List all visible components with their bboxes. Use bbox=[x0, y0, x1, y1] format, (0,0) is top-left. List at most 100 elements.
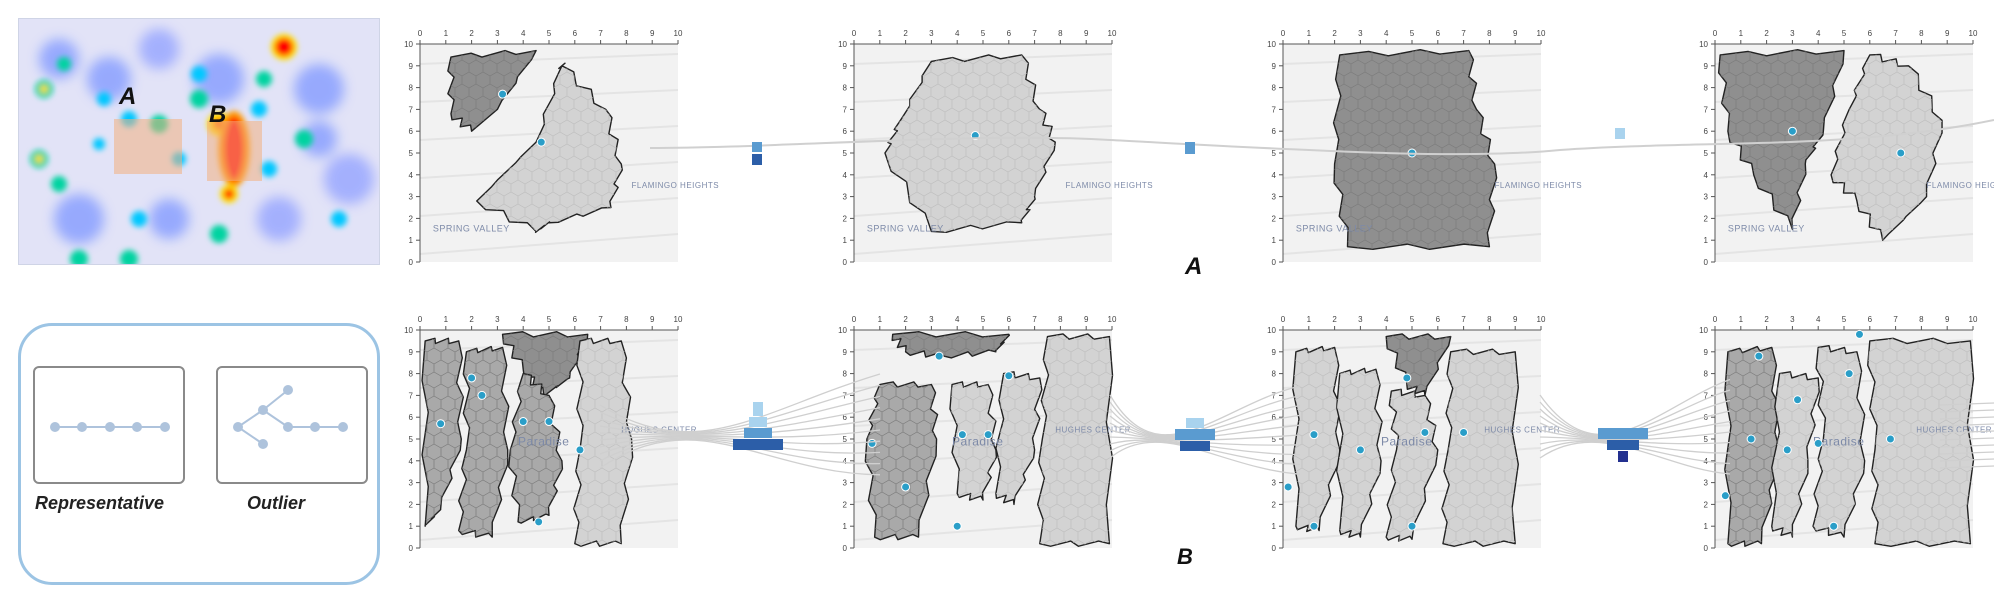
y-tick-label: 8 bbox=[1272, 84, 1277, 93]
centroid-dot bbox=[1355, 445, 1365, 455]
y-tick-label: 8 bbox=[843, 84, 848, 93]
x-tick-label: 9 bbox=[1513, 29, 1518, 38]
y-tick-label: 6 bbox=[843, 413, 848, 422]
y-tick-label: 1 bbox=[1272, 236, 1277, 245]
x-tick-label: 5 bbox=[547, 29, 552, 38]
x-tick-label: 4 bbox=[521, 29, 526, 38]
centroid-dot bbox=[901, 482, 911, 492]
x-tick-label: 5 bbox=[1842, 315, 1847, 324]
y-tick-label: 3 bbox=[843, 479, 848, 488]
y-tick-label: 0 bbox=[1704, 258, 1709, 267]
x-tick-label: 0 bbox=[1281, 315, 1286, 324]
y-tick-label: 4 bbox=[409, 171, 414, 180]
row-a-flow-line bbox=[649, 119, 1994, 156]
row-b-label: B bbox=[1177, 544, 1193, 569]
x-tick-label: 2 bbox=[1764, 29, 1769, 38]
x-tick-label: 6 bbox=[1436, 29, 1441, 38]
row-a-flow-glyph-3 bbox=[1615, 128, 1625, 139]
x-tick-label: 3 bbox=[1790, 315, 1795, 324]
centroid-dot bbox=[498, 89, 508, 99]
x-tick-label: 5 bbox=[1410, 315, 1415, 324]
row-b-flow-bar bbox=[749, 417, 767, 427]
row-b-map-3: 0 0 1 1 2 2 3 3 4 4 5 5 6 6 7 7 8 8 9 9 10 10 Paradise HUGHES C… bbox=[1267, 315, 1560, 553]
row-a-map-2: 0 0 1 1 2 2 3 3 4 4 5 5 6 6 7 7 8 8 9 9 10 10 SPRING VALLEY FLA… bbox=[838, 29, 1153, 267]
y-tick-label: 1 bbox=[409, 522, 414, 531]
y-tick-label: 2 bbox=[1704, 500, 1709, 509]
y-tick-label: 5 bbox=[1272, 435, 1277, 444]
x-tick-label: 0 bbox=[1713, 315, 1718, 324]
x-tick-label: 10 bbox=[1108, 29, 1117, 38]
x-tick-label: 4 bbox=[955, 315, 960, 324]
x-tick-label: 4 bbox=[1816, 315, 1821, 324]
x-tick-label: 0 bbox=[852, 29, 857, 38]
row-a-flow-glyph-2 bbox=[1185, 142, 1195, 154]
x-tick-label: 9 bbox=[1945, 315, 1950, 324]
x-tick-label: 8 bbox=[1487, 315, 1492, 324]
y-tick-label: 3 bbox=[409, 193, 414, 202]
y-tick-label: 3 bbox=[1704, 479, 1709, 488]
x-tick-label: 2 bbox=[903, 29, 908, 38]
x-tick-label: 0 bbox=[1713, 29, 1718, 38]
x-tick-label: 7 bbox=[1461, 29, 1466, 38]
x-tick-label: 5 bbox=[981, 315, 986, 324]
y-tick-label: 0 bbox=[409, 258, 414, 267]
x-tick-label: 8 bbox=[1058, 29, 1063, 38]
y-tick-label: 10 bbox=[404, 40, 413, 49]
place-name: FLAMINGO HEIGHTS bbox=[632, 181, 720, 190]
x-tick-label: 0 bbox=[1281, 29, 1286, 38]
x-tick-label: 2 bbox=[1764, 315, 1769, 324]
x-tick-label: 2 bbox=[469, 315, 474, 324]
x-tick-label: 2 bbox=[469, 29, 474, 38]
centroid-dot bbox=[957, 430, 967, 440]
centroid-dot bbox=[1004, 371, 1014, 381]
y-tick-label: 10 bbox=[1699, 40, 1708, 49]
row-b-flow-bar bbox=[1186, 418, 1204, 428]
x-tick-label: 6 bbox=[1868, 29, 1873, 38]
x-tick-label: 7 bbox=[1461, 315, 1466, 324]
x-tick-label: 9 bbox=[1084, 315, 1089, 324]
x-tick-label: 7 bbox=[1893, 29, 1898, 38]
row-b-flow-bar bbox=[1180, 441, 1210, 451]
row-b-flow-bar bbox=[733, 439, 783, 450]
centroid-dot bbox=[518, 417, 528, 427]
y-tick-label: 6 bbox=[1272, 127, 1277, 136]
x-tick-label: 8 bbox=[1058, 315, 1063, 324]
centroid-dot bbox=[534, 517, 544, 527]
y-tick-label: 9 bbox=[409, 62, 414, 71]
heatmap-label-a: A bbox=[119, 83, 137, 110]
y-tick-label: 10 bbox=[1699, 326, 1708, 335]
y-tick-label: 8 bbox=[1704, 370, 1709, 379]
y-tick-label: 10 bbox=[1267, 326, 1276, 335]
centroid-dot bbox=[1420, 427, 1430, 437]
place-name: SPRING VALLEY bbox=[433, 223, 510, 233]
row-a-map-3: 0 0 1 1 2 2 3 3 4 4 5 5 6 6 7 7 8 8 9 9 10 10 SPRING VALLEY FLA… bbox=[1267, 29, 1582, 267]
row-a-map-1: 0 0 1 1 2 2 3 3 4 4 5 5 6 6 7 7 8 8 9 9 10 10 SPRING VALLEY FLA… bbox=[404, 29, 719, 267]
x-tick-label: 10 bbox=[1108, 315, 1117, 324]
y-tick-label: 7 bbox=[409, 105, 414, 114]
centroid-dot bbox=[1754, 351, 1764, 361]
legend-box: Representative Outlier bbox=[18, 323, 380, 585]
y-tick-label: 0 bbox=[1272, 544, 1277, 553]
x-tick-label: 6 bbox=[1007, 29, 1012, 38]
x-tick-label: 1 bbox=[878, 29, 883, 38]
x-tick-label: 10 bbox=[1537, 29, 1546, 38]
place-name: Paradise bbox=[1381, 435, 1432, 449]
x-tick-label: 5 bbox=[981, 29, 986, 38]
outlier-label: Outlier bbox=[247, 493, 306, 513]
x-tick-label: 4 bbox=[1384, 29, 1389, 38]
y-tick-label: 10 bbox=[1267, 40, 1276, 49]
row-a-flow-glyph-1b bbox=[752, 154, 762, 165]
x-tick-label: 4 bbox=[521, 315, 526, 324]
centroid-dot bbox=[1844, 369, 1854, 379]
place-name: Paradise bbox=[1813, 435, 1864, 449]
y-tick-label: 4 bbox=[843, 171, 848, 180]
place-name: HUGHES CENTER bbox=[1484, 425, 1560, 434]
y-tick-label: 1 bbox=[843, 522, 848, 531]
y-tick-label: 5 bbox=[843, 435, 848, 444]
x-tick-label: 9 bbox=[1513, 315, 1518, 324]
row-b-flow-bar bbox=[1607, 440, 1639, 450]
row-b-flow-bar bbox=[744, 428, 772, 438]
place-name: SPRING VALLEY bbox=[1728, 223, 1805, 233]
